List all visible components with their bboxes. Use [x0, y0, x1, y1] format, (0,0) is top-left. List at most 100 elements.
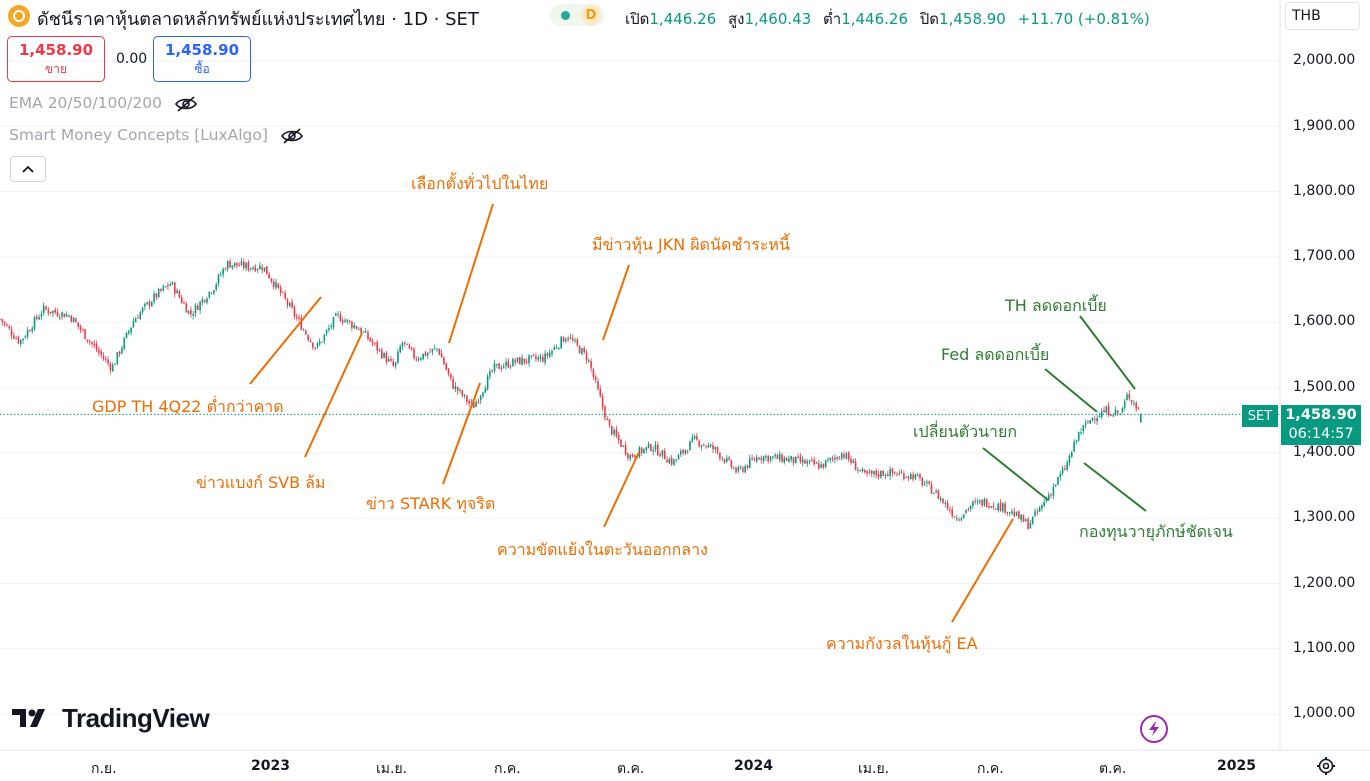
- candle-body: [461, 390, 464, 396]
- candle-body: [1107, 405, 1110, 416]
- candle-body: [252, 267, 254, 270]
- market-status-badge[interactable]: D: [550, 4, 604, 26]
- candle-body: [484, 388, 487, 393]
- currency-selector[interactable]: THB: [1285, 2, 1360, 30]
- candle-body: [758, 457, 760, 460]
- lightning-icon[interactable]: [1140, 715, 1168, 743]
- candle-body: [601, 396, 604, 408]
- candle-body: [1112, 415, 1114, 417]
- candle-body: [272, 281, 275, 288]
- candle-body: [1029, 523, 1032, 529]
- indicator-ema[interactable]: EMA 20/50/100/200: [9, 94, 197, 112]
- candle-body: [562, 337, 565, 343]
- candle-body: [795, 456, 797, 464]
- candle-body: [332, 317, 335, 328]
- buy-button[interactable]: 1,458.90 ซื้อ: [153, 36, 251, 82]
- annotation-stark[interactable]: ข่าว STARK ทุจริต: [366, 494, 496, 513]
- annotation-pm-change[interactable]: เปลี่ยนตัวนายก: [913, 422, 1018, 441]
- candle-body: [360, 328, 362, 333]
- candle-body: [1096, 418, 1098, 422]
- candle-body: [355, 326, 358, 329]
- symbol-title[interactable]: ดัชนีราคาหุ้นตลาดหลักทรัพย์แห่งประเทศไทย…: [37, 9, 479, 30]
- candle-body: [107, 359, 109, 364]
- candle-body: [1059, 473, 1062, 477]
- candle-body: [148, 301, 151, 306]
- candle-body: [776, 454, 779, 459]
- candle-body: [233, 262, 236, 266]
- candle-body: [1123, 400, 1126, 408]
- candle-body: [268, 274, 270, 279]
- candle-body: [381, 349, 383, 358]
- candle-body: [728, 457, 730, 460]
- candle-body: [889, 469, 891, 476]
- candle-body: [348, 320, 351, 322]
- candle-body: [222, 268, 224, 275]
- annotation-ea[interactable]: ความกังวลในหุ้นกู้ EA: [826, 634, 978, 653]
- collapse-legend-button[interactable]: [10, 156, 46, 182]
- candle-body: [160, 288, 162, 291]
- candle-body: [371, 341, 374, 344]
- annotation-arrow-line: [448, 203, 494, 344]
- candle-body: [259, 265, 261, 270]
- sell-button[interactable]: 1,458.90 ขาย: [7, 36, 105, 82]
- open-label: เปิด: [625, 10, 650, 28]
- candle-body: [958, 519, 960, 521]
- candle-body: [919, 474, 921, 479]
- candle-body: [256, 269, 259, 271]
- candle-body: [447, 368, 450, 375]
- candle-body: [111, 364, 114, 372]
- gear-icon[interactable]: [1316, 756, 1336, 776]
- annotation-gdp[interactable]: GDP TH 4Q22 ต่ำกว่าคาด: [92, 397, 284, 416]
- candle-body: [836, 456, 838, 459]
- candle-body: [52, 310, 54, 314]
- candle-body: [624, 445, 627, 455]
- annotation-jkn[interactable]: มีข่าวหุ้น JKN ผิดนัดชำระหนี้: [592, 235, 790, 254]
- annotation-vayupak[interactable]: กองทุนวายุภักษ์ชัดเจน: [1079, 522, 1233, 541]
- eye-hidden-icon[interactable]: [174, 95, 197, 112]
- candle-body: [700, 445, 703, 447]
- candle-body: [1022, 515, 1025, 522]
- annotation-svb[interactable]: ข่าวแบงก์ SVB ล้ม: [196, 473, 326, 492]
- annotation-arrow-line: [982, 447, 1049, 501]
- eye-hidden-icon[interactable]: [280, 127, 303, 144]
- candle-body: [98, 349, 100, 353]
- candle-body: [440, 353, 443, 358]
- candle-body: [309, 341, 312, 343]
- candle-body: [675, 459, 677, 461]
- candle-body: [896, 474, 898, 476]
- time-axis-label: ต.ค.: [1099, 761, 1127, 777]
- candle-body: [1105, 406, 1108, 413]
- candle-body: [907, 476, 910, 478]
- candle-body: [1006, 512, 1009, 514]
- candle-body: [197, 305, 199, 310]
- candle-body: [914, 474, 917, 479]
- candle-body: [990, 506, 993, 508]
- annotation-fed-cut[interactable]: Fed ลดดอกเบี้ย: [941, 345, 1050, 364]
- candle-body: [367, 332, 369, 339]
- annotation-election[interactable]: เลือกตั้งทั่วไปในไทย: [411, 174, 549, 193]
- price-axis-label: 1,700.00: [1293, 248, 1356, 264]
- candle-body: [864, 470, 866, 473]
- candle-body: [705, 445, 707, 447]
- indicator-smc-label: Smart Money Concepts [LuxAlgo]: [9, 126, 268, 144]
- annotation-th-cut[interactable]: TH ลดดอกเบี้ย: [1005, 296, 1107, 315]
- candle-body: [477, 401, 480, 403]
- candle-body: [997, 503, 999, 511]
- indicator-smc[interactable]: Smart Money Concepts [LuxAlgo]: [9, 126, 303, 144]
- candle-body: [1034, 511, 1036, 516]
- candle-body: [475, 401, 477, 407]
- candle-body: [369, 337, 372, 342]
- candle-body: [190, 310, 192, 315]
- candle-body: [91, 341, 93, 344]
- candle-body: [459, 389, 461, 391]
- candle-body: [666, 459, 668, 463]
- candle-body: [654, 444, 657, 450]
- candle-body: [29, 330, 31, 332]
- spread-value: 0.00: [116, 51, 148, 67]
- candle-body: [1114, 409, 1117, 415]
- annotation-middle-east[interactable]: ความขัดแย้งในตะวันออกกลาง: [497, 540, 708, 559]
- candle-body: [49, 311, 52, 314]
- tradingview-logo[interactable]: TradingView: [12, 703, 210, 734]
- candle-body: [1137, 407, 1140, 409]
